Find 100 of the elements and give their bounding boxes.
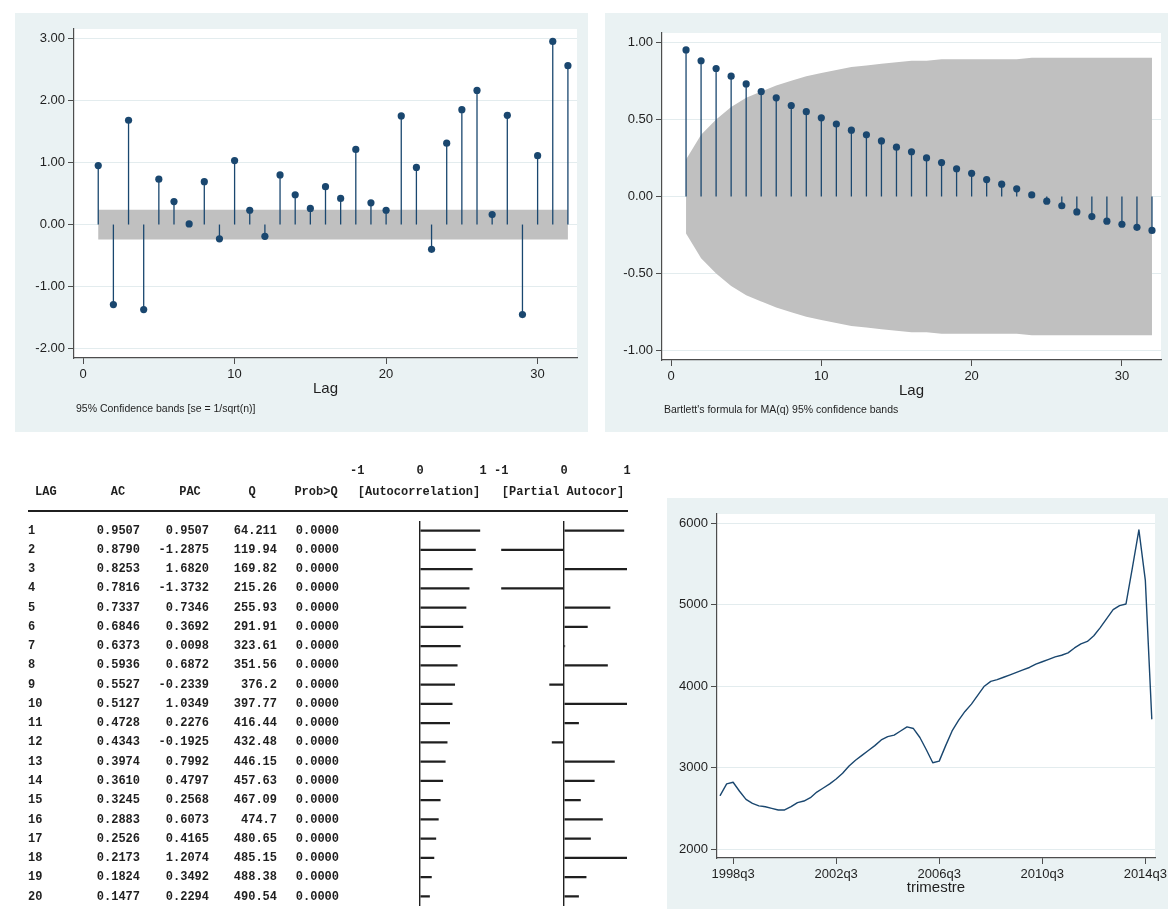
point [261, 232, 269, 240]
x-tick-label: 30 [530, 366, 545, 382]
y-tick-label: 10 [28, 695, 43, 712]
y-axis-title: LAG [35, 484, 57, 500]
data-label: 0.0000 [295, 753, 339, 770]
x-axis-title: Lag [898, 381, 925, 399]
data-label: 416.44 [233, 715, 277, 732]
x-tick-label: 2002q3 [814, 866, 858, 882]
data-label: 0.1824 [96, 869, 140, 886]
data-label: 0.0000 [295, 830, 339, 847]
y-tick-label: 2000 [679, 840, 708, 856]
data-label: 480.65 [233, 830, 277, 847]
y-tick-label: 0.00 [39, 216, 65, 232]
point [124, 116, 133, 124]
x-tick-label: 30 [1114, 368, 1130, 384]
data-label: -1.2875 [158, 541, 209, 558]
y-tick-label: 3 [28, 561, 36, 578]
point [352, 145, 360, 154]
data-label: -0.2339 [158, 676, 209, 693]
data-label: -1.3732 [158, 580, 209, 597]
x-tick-label: AC [110, 484, 126, 500]
point [109, 301, 117, 309]
y-tick-label: 4 [28, 580, 36, 597]
data-label: 0.0000 [295, 811, 339, 828]
point [1088, 212, 1096, 221]
x-axis-title: [Partial Autocor] [501, 484, 625, 500]
point [832, 120, 840, 128]
point [772, 94, 780, 102]
data-label: 255.93 [233, 599, 277, 616]
point [382, 206, 390, 214]
point [412, 163, 420, 172]
data-label: 0.6872 [165, 657, 209, 674]
y-tick-label: 8 [28, 657, 36, 674]
point [907, 148, 916, 156]
data-label: 351.56 [233, 657, 277, 674]
data-label: 0.0000 [295, 522, 339, 539]
point [200, 178, 208, 186]
y-tick-label: 14 [28, 772, 43, 789]
data-label: 0.2883 [96, 811, 140, 828]
x-tick-label: 20 [964, 368, 979, 384]
point [817, 114, 825, 122]
y-tick-label: 4000 [679, 677, 708, 693]
data-label: 1.2074 [165, 850, 209, 867]
y-tick-label: 9 [28, 676, 36, 693]
point [787, 101, 795, 110]
y-tick-label: 2.00 [39, 91, 65, 107]
point [998, 180, 1006, 188]
point [1103, 217, 1111, 225]
point [94, 161, 102, 170]
point [862, 131, 871, 139]
data-label: 0.2276 [165, 715, 209, 732]
x-axis-title: [Autocorrelation] [357, 484, 481, 500]
data-label: 0.6373 [96, 638, 140, 655]
y-tick-label: 12 [28, 734, 43, 751]
point [276, 171, 284, 179]
point [427, 245, 436, 253]
data-label: 215.26 [233, 580, 277, 597]
data-label: 0.7992 [165, 753, 209, 770]
point [534, 152, 542, 160]
point [518, 310, 527, 319]
data-label: 474.7 [240, 811, 277, 828]
y-tick-label: 1 [28, 522, 36, 539]
point [727, 72, 735, 80]
data-label: 0.1477 [96, 888, 140, 905]
point [1148, 226, 1156, 235]
point [877, 137, 886, 145]
y-tick-label: 11 [28, 715, 43, 732]
point [564, 62, 572, 70]
point [712, 64, 720, 73]
x-tick-label: Prob>Q [294, 484, 338, 500]
data-label: 397.77 [233, 695, 277, 712]
point [337, 194, 345, 203]
data-label: 0.5527 [96, 676, 140, 693]
data-label: 0.5936 [96, 657, 140, 674]
point [952, 165, 961, 173]
x-tick-label: 0 [560, 463, 568, 478]
data-label: 0.0098 [165, 638, 209, 655]
point [1118, 220, 1126, 228]
y-tick-label: 0.50 [627, 110, 653, 126]
y-tick-label: 0.00 [627, 188, 653, 204]
y-tick-label: 5 [28, 599, 36, 616]
data-label: 488.38 [233, 869, 277, 886]
y-tick-label: -1.00 [623, 342, 653, 358]
data-label: 0.7346 [165, 599, 209, 616]
x-tick-label: 10 [227, 366, 242, 382]
data-label: 0.0000 [295, 618, 339, 635]
x-tick-label: Q [248, 484, 256, 500]
data-label: 0.0000 [295, 657, 339, 674]
y-tick-label: 19 [28, 869, 43, 886]
point [1013, 185, 1021, 193]
data-label: 1.0349 [165, 695, 209, 712]
y-tick-label: 7 [28, 638, 36, 655]
data-label: 0.0000 [295, 695, 339, 712]
y-tick-label: 17 [28, 830, 43, 847]
data-label: 64.211 [233, 522, 277, 539]
y-tick-label: 13 [28, 753, 43, 770]
x-tick-label: -1 [350, 463, 365, 478]
point [291, 191, 299, 199]
y-tick-label: 20 [28, 888, 43, 905]
y-tick-label: 3000 [679, 759, 708, 775]
